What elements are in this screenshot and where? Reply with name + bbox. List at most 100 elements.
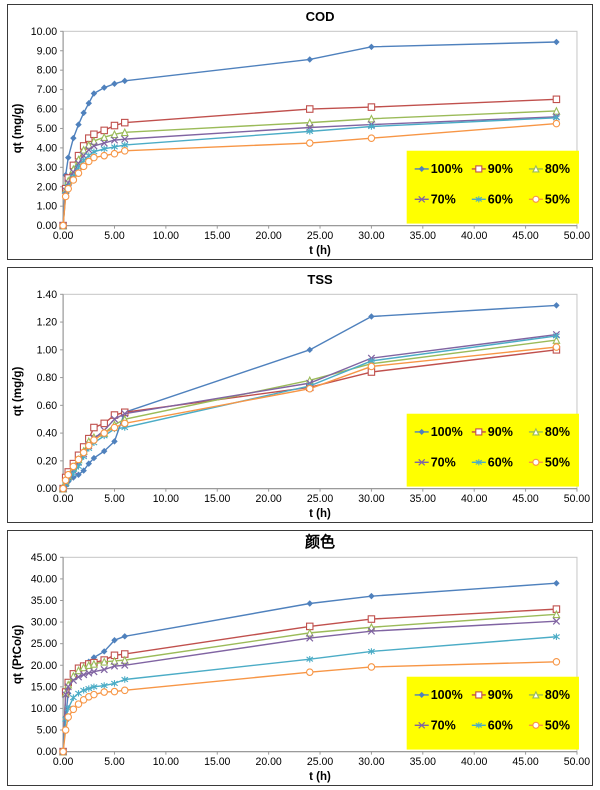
y-tick-label: 40.00 bbox=[31, 573, 57, 585]
marker-diamond bbox=[75, 121, 82, 128]
legend-label: 70% bbox=[431, 192, 456, 206]
marker-circle bbox=[69, 176, 78, 184]
legend-label: 60% bbox=[488, 455, 513, 469]
marker-circle bbox=[100, 151, 108, 160]
marker-diamond bbox=[70, 134, 77, 142]
legend-label: 80% bbox=[545, 425, 570, 439]
marker-diamond bbox=[111, 438, 118, 445]
marker-diamond bbox=[306, 346, 313, 354]
y-tick-label: 5.00 bbox=[37, 123, 58, 135]
x-tick-label: 45.00 bbox=[512, 230, 538, 242]
y-tick-label: 45.00 bbox=[31, 552, 57, 564]
marker-triangle bbox=[69, 671, 78, 680]
marker-square bbox=[475, 165, 483, 173]
legend bbox=[406, 413, 579, 487]
marker-asterisk bbox=[85, 685, 93, 692]
marker-triangle bbox=[532, 427, 540, 436]
marker-square bbox=[110, 121, 119, 130]
marker-asterisk bbox=[306, 655, 314, 663]
x-tick-label: 10.00 bbox=[153, 230, 179, 242]
marker-diamond bbox=[100, 447, 108, 455]
marker-x bbox=[100, 139, 108, 147]
marker-square bbox=[110, 411, 119, 419]
legend-label: 80% bbox=[545, 162, 570, 176]
marker-diamond bbox=[65, 154, 72, 161]
marker-triangle bbox=[305, 628, 314, 637]
marker-circle bbox=[69, 705, 78, 714]
marker-diamond bbox=[85, 99, 92, 107]
x-tick-label: 35.00 bbox=[410, 493, 436, 505]
x-tick-label: 20.00 bbox=[255, 230, 281, 242]
marker-circle bbox=[306, 139, 314, 147]
marker-circle bbox=[64, 713, 72, 721]
legend bbox=[406, 676, 579, 750]
tss-chart: TSS 0.00 5.00 10.00 15.00 20.00 25.00 30.00 35.0… bbox=[12, 272, 590, 520]
legend-label: 90% bbox=[488, 688, 513, 702]
x-tick-label: 20.00 bbox=[255, 493, 281, 505]
legend-label: 70% bbox=[431, 455, 456, 469]
legend-label: 50% bbox=[545, 455, 570, 469]
legend-item-100%: 100% bbox=[414, 425, 463, 439]
marker-diamond bbox=[368, 592, 375, 600]
marker-circle bbox=[367, 362, 376, 371]
marker-x bbox=[69, 676, 78, 685]
marker-asterisk bbox=[306, 128, 314, 135]
y-tick-label: 9.00 bbox=[37, 45, 58, 57]
y-tick-label: 4.00 bbox=[37, 142, 58, 154]
marker-x bbox=[62, 690, 70, 699]
marker-x bbox=[90, 668, 98, 676]
marker-triangle bbox=[89, 659, 99, 668]
legend-label: 50% bbox=[545, 718, 570, 732]
x-tick-label: 15.00 bbox=[204, 756, 230, 768]
marker-asterisk bbox=[69, 694, 77, 701]
marker-circle bbox=[532, 458, 540, 466]
marker-x bbox=[110, 136, 119, 144]
color-chart: 颜色 0.00 5.00 10.00 15.00 20.00 25.00 30.00 35.00… bbox=[12, 533, 590, 783]
marker-triangle bbox=[89, 136, 99, 145]
y-tick-label: 6.00 bbox=[37, 104, 58, 116]
marker-asterisk bbox=[121, 676, 129, 683]
y-tick-label: 10.00 bbox=[31, 26, 57, 38]
marker-diamond bbox=[368, 313, 375, 320]
marker-diamond bbox=[553, 579, 560, 587]
y-tick-label: 0.60 bbox=[37, 400, 58, 412]
y-axis-label: qt (mg/g) bbox=[12, 103, 24, 153]
marker-diamond bbox=[121, 77, 128, 85]
chart-panel-cod: COD 0.00 5.00 10.00 15.00 20.00 25.00 30.00 35.0… bbox=[7, 4, 593, 260]
marker-diamond bbox=[90, 454, 98, 462]
legend-label: 90% bbox=[488, 162, 513, 176]
x-tick-label: 40.00 bbox=[461, 756, 487, 768]
marker-triangle bbox=[367, 114, 376, 123]
marker-diamond bbox=[121, 633, 128, 640]
marker-asterisk bbox=[367, 648, 375, 655]
y-tick-label: 0.00 bbox=[37, 220, 58, 232]
marker-circle bbox=[306, 384, 314, 393]
x-tick-label: 15.00 bbox=[204, 493, 230, 505]
legend-item-90%: 90% bbox=[471, 688, 513, 702]
y-tick-label: 0.80 bbox=[37, 372, 58, 384]
marker-circle bbox=[110, 423, 119, 432]
marker-diamond bbox=[306, 600, 313, 607]
marker-circle bbox=[100, 429, 108, 437]
marker-x bbox=[418, 458, 426, 466]
x-tick-label: 5.00 bbox=[104, 230, 125, 242]
marker-x bbox=[121, 409, 129, 418]
marker-circle bbox=[90, 153, 98, 162]
marker-diamond bbox=[90, 90, 98, 97]
marker-triangle bbox=[120, 655, 129, 664]
marker-circle bbox=[552, 119, 561, 128]
marker-asterisk bbox=[90, 683, 98, 691]
marker-diamond bbox=[80, 109, 87, 117]
y-tick-label: 20.00 bbox=[31, 660, 57, 672]
marker-square bbox=[90, 423, 98, 432]
marker-asterisk bbox=[80, 687, 88, 694]
legend-item-70%: 70% bbox=[414, 455, 456, 469]
legend-item-80%: 80% bbox=[528, 162, 570, 176]
marker-square bbox=[100, 419, 108, 428]
series-line-100% bbox=[62, 41, 557, 226]
x-axis-label: t (h) bbox=[309, 245, 331, 257]
marker-circle bbox=[85, 157, 93, 166]
y-tick-label: 8.00 bbox=[37, 65, 58, 77]
marker-circle bbox=[90, 436, 98, 444]
y-axis-label: qt (PtCo/g) bbox=[12, 625, 24, 685]
